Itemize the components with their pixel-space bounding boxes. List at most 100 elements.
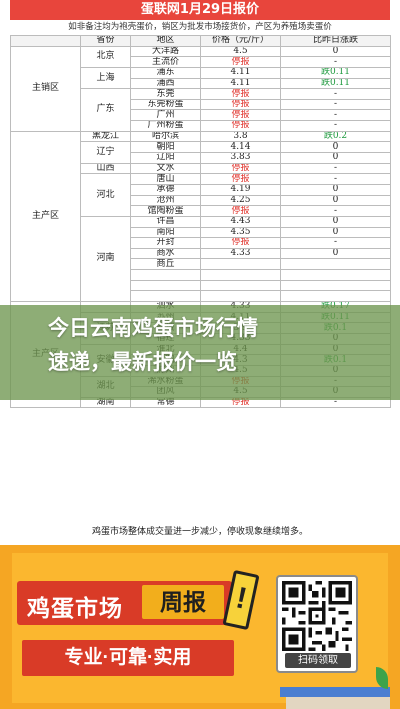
change-cell: 跌0.11 (280, 66, 391, 79)
price-cell: 4.11 (200, 66, 281, 79)
change-cell (280, 258, 391, 271)
region-cell: 主销区 (10, 45, 81, 132)
market-footnote: 鸡蛋市场整体成交量进一步减少，停收现象继续增多。 (91, 527, 308, 537)
area-cell: 馆陶粉蛋 (130, 205, 201, 217)
headline-line-2: 速递，最新报价一览 (48, 351, 237, 374)
headline-overlay-text: 今日云南鸡蛋市场行情 速递，最新报价一览 (48, 312, 368, 380)
price-cell (200, 269, 281, 281)
area-cell: 东莞 (130, 88, 201, 100)
change-cell: - (280, 109, 391, 122)
price-cell: 停报 (200, 56, 281, 68)
change-cell: 0 (280, 141, 391, 154)
change-cell: 0 (280, 215, 391, 228)
price-cell: 4.14 (200, 141, 281, 154)
table-row: 河北 唐山 停报 - (11, 173, 391, 217)
price-cell (200, 279, 281, 292)
price-cell: 停报 (200, 98, 281, 111)
books-decoration (280, 667, 400, 709)
change-cell: - (280, 237, 391, 249)
area-cell: 南阳 (130, 226, 201, 239)
table-row: 东莞粉蛋 停报 - (11, 98, 391, 111)
price-cell: 停报 (200, 237, 281, 249)
table-row: 上海 浦东 4.11 跌0.11 (11, 66, 391, 90)
change-cell (280, 269, 391, 281)
change-cell: 0 (280, 152, 391, 164)
promo-tagline: 专业·可靠·实用 (22, 640, 234, 676)
price-cell: 3.83 (200, 152, 281, 164)
price-cell: 4.33 (200, 247, 281, 260)
headline-line-1: 今日云南鸡蛋市场行情 (48, 317, 258, 340)
area-cell: 朝阳 (130, 141, 201, 154)
price-cell (200, 290, 281, 302)
table-row: 河南 许昌 4.43 0 (11, 215, 391, 303)
leaf-icon (376, 667, 388, 689)
area-cell: 承德 (130, 183, 201, 196)
change-cell: - (280, 98, 391, 111)
price-cell: 4.43 (200, 215, 281, 228)
area-cell: 开封 (130, 237, 201, 249)
header-change: 比昨日涨跌 (280, 35, 391, 47)
change-cell: 0 (280, 247, 391, 260)
area-cell (130, 279, 201, 292)
change-cell: 0 (280, 194, 391, 207)
province-cell: 黑龙江 (80, 130, 131, 143)
area-cell: 广州粉蛋 (130, 120, 201, 132)
sheet-title: 蛋联网1月29日报价 (10, 0, 390, 20)
change-cell (280, 279, 391, 292)
qr-scan-label[interactable]: 扫码领取 (285, 653, 351, 668)
price-cell: 3.8 (200, 130, 281, 143)
price-sheet: 蛋联网1月29日报价 如非备注均为袍壳蛋价，销区为批发市场接货价，产区为养殖场卖… (10, 0, 391, 537)
table-header-row: 省份 地区 价格（元/斤） 比昨日涨跌 (10, 35, 391, 47)
price-cell (200, 258, 281, 271)
change-cell: - (280, 88, 391, 100)
table-row: 主销区 北京 大洋路 4.5 0 (10, 45, 391, 132)
area-cell: 辽阳 (130, 152, 201, 164)
area-cell (130, 269, 201, 281)
price-cell: 停报 (200, 109, 281, 122)
area-cell: 浦西 (130, 77, 201, 90)
province-cell: 河北 (80, 173, 131, 217)
price-cell: 4.11 (200, 77, 281, 90)
province-cell: 上海 (80, 66, 131, 90)
price-cell: 4.25 (200, 194, 281, 207)
price-cell: 4.19 (200, 183, 281, 196)
qr-code-icon[interactable] (282, 581, 352, 651)
area-cell: 东莞粉蛋 (130, 98, 201, 111)
price-cell: 停报 (200, 173, 281, 185)
header-blank (10, 35, 81, 47)
book-blue (280, 687, 390, 697)
table-row: 主产区 黑龙江 哈尔滨 3.8 跌0.2 (10, 130, 391, 303)
change-cell: - (280, 162, 391, 175)
area-cell: 唐山 (130, 173, 201, 185)
change-cell: 0 (280, 45, 391, 58)
area-cell: 许昌 (130, 215, 201, 228)
change-cell: 跌0.2 (280, 130, 391, 143)
area-cell (130, 290, 201, 302)
province-cell: 山西 (80, 162, 131, 175)
change-cell: - (280, 120, 391, 132)
promo-headline-main: 鸡蛋市场 (27, 595, 123, 621)
price-cell: 4.5 (200, 45, 281, 58)
headline-overlay (0, 305, 400, 400)
region-cell: 主产区 (10, 130, 81, 303)
area-cell: 商水 (130, 247, 201, 260)
price-cell: 停报 (200, 205, 281, 217)
province-cell: 北京 (80, 45, 131, 68)
header-province: 省份 (80, 35, 131, 47)
header-area: 地区 (130, 35, 201, 47)
area-cell: 主流价 (130, 56, 201, 68)
area-cell: 广州 (130, 109, 201, 122)
province-cell: 广东 (80, 88, 131, 132)
table-row: 浦西 4.11 跌0.11 (11, 77, 391, 90)
province-cell: 辽宁 (80, 141, 131, 164)
area-cell: 商丘 (130, 258, 201, 271)
area-cell: 文水 (130, 162, 201, 175)
price-cell: 停报 (200, 162, 281, 175)
area-cell: 浦东 (130, 66, 201, 79)
change-cell: - (280, 205, 391, 217)
price-cell: 停报 (200, 88, 281, 100)
table-row: 主流价 停报 - (11, 56, 391, 68)
sheet-subtitle: 如非备注均为袍壳蛋价，销区为批发市场接货价，产区为养殖场卖蛋价 (68, 22, 332, 32)
change-cell: 0 (280, 226, 391, 239)
change-cell: 跌0.11 (280, 77, 391, 90)
